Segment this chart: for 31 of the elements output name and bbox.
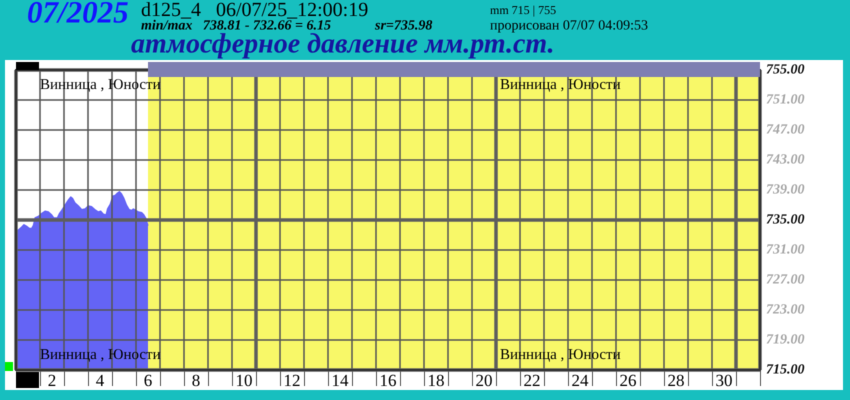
y-tick-label: 727.00 xyxy=(766,272,804,288)
text: d125_4 06/07/25_12:00:19 xyxy=(141,0,368,21)
x-tick-label: 26 xyxy=(620,371,636,390)
x-tick-label: 16 xyxy=(380,371,396,390)
y-tick-label: 739.00 xyxy=(766,182,804,198)
x-tick-label: 22 xyxy=(524,371,540,390)
x-tick-label: 4 xyxy=(96,371,105,390)
x-tick-label: 10 xyxy=(236,371,252,390)
y-tick-label: 715.00 xyxy=(766,362,804,378)
y-tick-label: 719.00 xyxy=(766,332,804,348)
text: sr=735.98 xyxy=(374,18,432,34)
x-tick-label: 14 xyxy=(332,371,349,390)
y-tick-label: 751.00 xyxy=(766,92,804,108)
text: min/max 738.81 - 732.66 = 6.15 xyxy=(141,18,331,34)
x-tick-label: 8 xyxy=(192,371,200,390)
y-tick-label: 731.00 xyxy=(766,242,804,258)
text: mm 715 | 755 xyxy=(490,3,556,17)
y-tick-label: 723.00 xyxy=(766,302,804,318)
x-tick-label: 20 xyxy=(476,371,492,390)
x-tick-label: 28 xyxy=(668,371,684,390)
y-tick-label: 747.00 xyxy=(766,122,804,138)
x-tick-label: 18 xyxy=(428,371,444,390)
x-tick-label: 24 xyxy=(572,371,589,390)
text: 07/2025 xyxy=(27,0,129,30)
x-tick-label: 6 xyxy=(144,371,152,390)
x-tick-label: 2 xyxy=(48,371,56,390)
x-tick-label: 12 xyxy=(284,371,300,390)
x-tick-label: 30 xyxy=(716,371,732,390)
y-tick-label: 743.00 xyxy=(766,152,804,168)
y-tick-label: 755.00 xyxy=(766,62,804,78)
y-tick-label: 735.00 xyxy=(766,212,804,228)
